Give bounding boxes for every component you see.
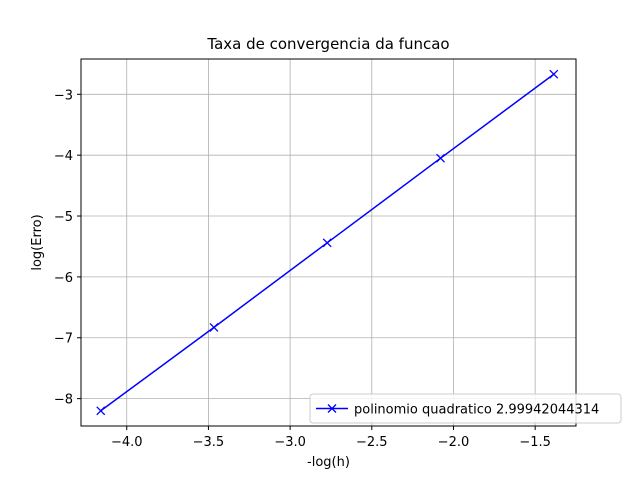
x-axis-label: -log(h): [307, 455, 350, 470]
x-tick-label: −4.0: [111, 435, 143, 450]
legend-label: polinomio quadratico 2.99942044314: [354, 403, 599, 418]
data-point-marker: [209, 322, 219, 332]
y-tick-label: −7: [54, 332, 73, 347]
data-point-marker: [96, 406, 106, 416]
y-tick-label: −4: [54, 149, 73, 164]
data-point-marker: [322, 238, 332, 248]
y-axis-label: log(Erro): [30, 214, 45, 270]
y-tick-label: −8: [54, 393, 73, 408]
legend-box: [309, 393, 622, 424]
axes-frame: [80, 58, 577, 427]
legend-marker-sample: [327, 404, 337, 413]
series-layer: [96, 69, 559, 416]
y-tick-label: −6: [54, 271, 73, 286]
x-tick-label: −2.5: [356, 435, 388, 450]
x-tick-label: −3.0: [274, 435, 306, 450]
x-tick-label: −2.0: [438, 435, 470, 450]
y-tick-label: −3: [54, 88, 73, 103]
data-point-marker: [436, 153, 446, 163]
axis-ticks: −4.0 −3.5 −3.0 −2.5 −2.0 −1.5 −8 −7 −6 −5 −4 −3: [54, 88, 551, 450]
data-point-marker: [549, 69, 559, 79]
legend: polinomio quadratico 2.99942044314: [309, 393, 622, 424]
grid-lines: [81, 59, 576, 426]
chart-title: Taxa de convergencia da funcao: [206, 35, 449, 53]
x-tick-label: −3.5: [193, 435, 225, 450]
x-tick-label: −1.5: [519, 435, 551, 450]
y-tick-label: −5: [54, 210, 73, 225]
